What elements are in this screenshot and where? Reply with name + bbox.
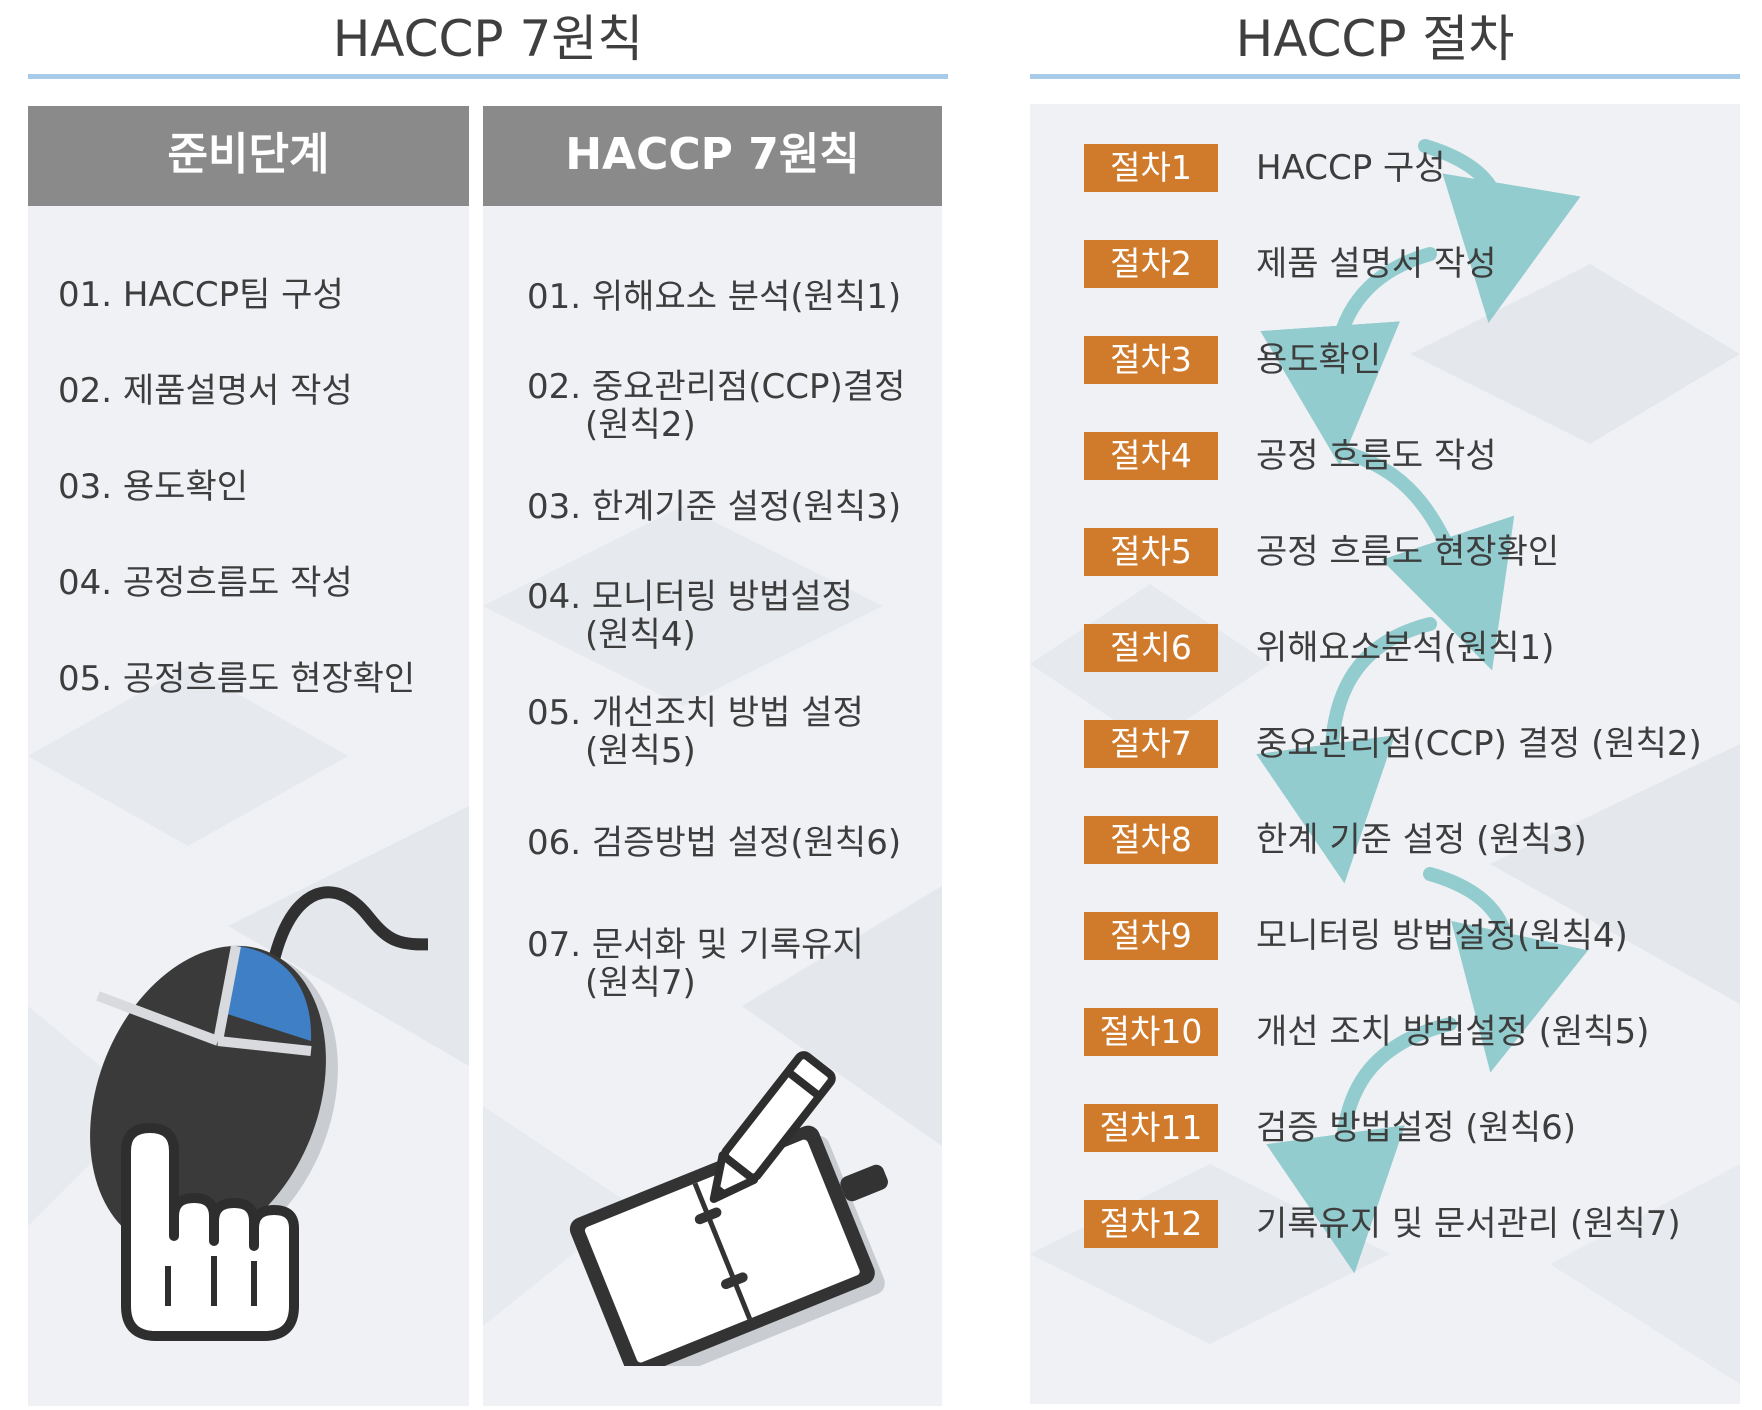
prep-column: 준비단계 01. HACCP팀 구성 02. 제품설명서 작성 03. 용도확인… bbox=[28, 106, 469, 1406]
step-badge: 절차1 bbox=[1084, 144, 1218, 192]
principle-line1: 07. 문서화 및 기록유지 bbox=[527, 925, 864, 965]
step-badge: 절차12 bbox=[1084, 1200, 1218, 1248]
prep-item: 01. HACCP팀 구성 bbox=[58, 275, 344, 315]
left-title-underline bbox=[28, 74, 948, 79]
flow-arrow-icon bbox=[1256, 139, 1589, 1274]
principle-item: 06. 검증방법 설정(원칙6) bbox=[527, 824, 901, 862]
step-label: HACCP 구성 bbox=[1256, 148, 1446, 188]
principles-column-header: HACCP 7원칙 bbox=[483, 106, 942, 206]
step-label: 기록유지 및 문서관리 (원칙7) bbox=[1256, 1204, 1681, 1244]
step-label: 위해요소분석(원칙1) bbox=[1256, 628, 1555, 668]
background-pattern bbox=[483, 506, 942, 1326]
principle-line1: 05. 개선조치 방법 설정 bbox=[527, 693, 864, 733]
principle-line1: 02. 중요관리점(CCP)결정 bbox=[527, 367, 906, 407]
step-label: 용도확인 bbox=[1256, 340, 1382, 380]
mouse-pointer-hand-icon bbox=[90, 886, 428, 1341]
step-label: 공정 흐름도 현장확인 bbox=[1256, 532, 1560, 572]
step-badge: 절차7 bbox=[1084, 720, 1218, 768]
step-badge: 절차9 bbox=[1084, 912, 1218, 960]
step-badge: 절치6 bbox=[1084, 624, 1218, 672]
prep-column-header: 준비단계 bbox=[28, 106, 469, 206]
prep-item: 02. 제품설명서 작성 bbox=[58, 371, 353, 411]
principle-item: 07. 문서화 및 기록유지 (원칙7) bbox=[527, 926, 864, 1002]
principle-line2: (원칙5) bbox=[585, 731, 696, 771]
notebook-pencil-icon bbox=[569, 1051, 888, 1366]
principle-line1: 04. 모니터링 방법설정 bbox=[527, 577, 853, 617]
principle-item: 05. 개선조치 방법 설정 (원칙5) bbox=[527, 694, 864, 770]
procedure-panel: 절차1 HACCP 구성 절차2 제품 설명서 작성 절차3 용도확인 절차4 … bbox=[1030, 104, 1740, 1404]
principle-line1: 03. 한계기준 설정(원칙3) bbox=[527, 487, 902, 527]
step-badge: 절차11 bbox=[1084, 1104, 1218, 1152]
principle-item: 04. 모니터링 방법설정 (원칙4) bbox=[527, 578, 853, 654]
principle-item: 01. 위해요소 분석(원칙1) bbox=[527, 278, 901, 316]
principle-line2: (원칙4) bbox=[585, 615, 696, 655]
principle-line2: (원칙7) bbox=[585, 963, 696, 1003]
right-section-title: HACCP 절차 bbox=[1235, 10, 1515, 68]
left-section-title: HACCP 7원칙 bbox=[332, 10, 644, 68]
prep-item: 04. 공정흐름도 작성 bbox=[58, 563, 353, 603]
step-label: 제품 설명서 작성 bbox=[1256, 244, 1497, 284]
background-pattern bbox=[28, 666, 469, 1226]
step-badge: 절차2 bbox=[1084, 240, 1218, 288]
principle-line1: 01. 위해요소 분석(원칙1) bbox=[527, 277, 902, 317]
step-label: 한계 기준 설정 (원칙3) bbox=[1256, 820, 1587, 860]
principle-item: 03. 한계기준 설정(원칙3) bbox=[527, 488, 901, 526]
step-label: 검증 방법설정 (원칙6) bbox=[1256, 1108, 1577, 1148]
principle-line2: (원칙2) bbox=[585, 405, 696, 445]
principles-column: HACCP 7원칙 01. 위해요소 분석(원칙1) 02. 중요관리점(CCP… bbox=[483, 106, 942, 1406]
prep-item: 05. 공정흐름도 현장확인 bbox=[58, 659, 416, 699]
prep-item: 03. 용도확인 bbox=[58, 467, 248, 507]
step-label: 공정 흐름도 작성 bbox=[1256, 436, 1497, 476]
step-label: 중요관리점(CCP) 결정 (원칙2) bbox=[1256, 724, 1702, 764]
principle-line1: 06. 검증방법 설정(원칙6) bbox=[527, 823, 902, 863]
right-title-underline bbox=[1030, 74, 1740, 79]
step-badge: 절차4 bbox=[1084, 432, 1218, 480]
step-label: 개선 조치 방법설정 (원칙5) bbox=[1256, 1012, 1650, 1052]
step-badge: 절차10 bbox=[1084, 1008, 1218, 1056]
step-badge: 절차3 bbox=[1084, 336, 1218, 384]
step-badge: 절차5 bbox=[1084, 528, 1218, 576]
step-badge: 절차8 bbox=[1084, 816, 1218, 864]
step-label: 모니터링 방법설정(원칙4) bbox=[1256, 916, 1628, 956]
principle-item: 02. 중요관리점(CCP)결정 (원칙2) bbox=[527, 368, 905, 444]
